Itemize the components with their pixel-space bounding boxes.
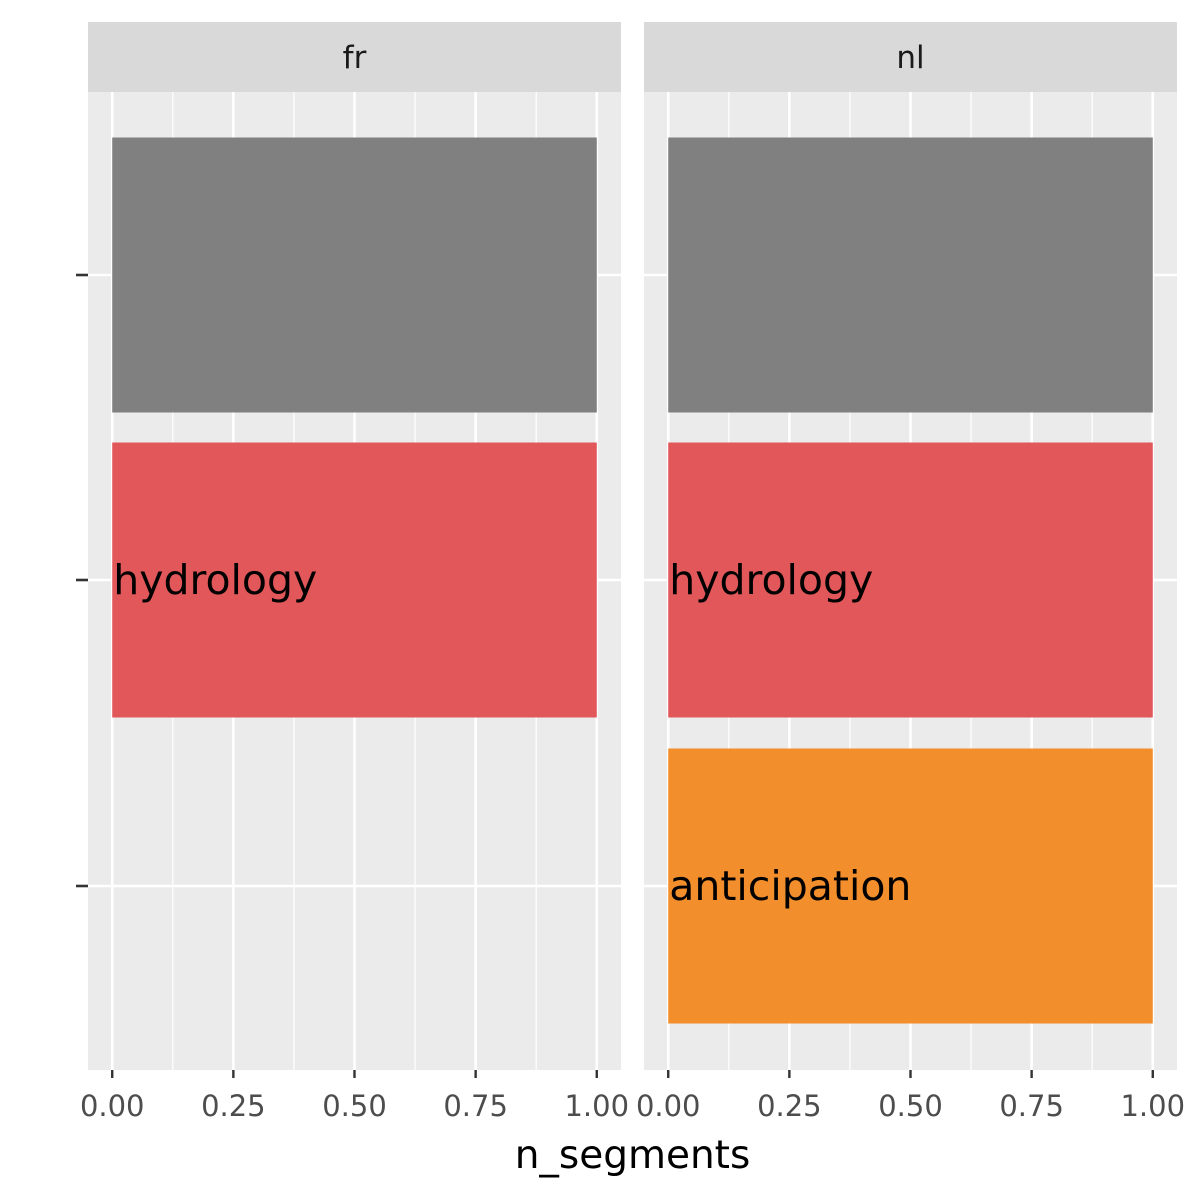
facet-strip-label: fr bbox=[343, 40, 367, 76]
y-axis bbox=[76, 273, 88, 888]
facet-strip bbox=[644, 22, 1177, 92]
bar bbox=[112, 137, 597, 413]
x-tick-label: 0.00 bbox=[80, 1089, 145, 1123]
facet-strip-label: nl bbox=[896, 40, 924, 76]
x-tick-label: 0.50 bbox=[878, 1089, 943, 1123]
facet-panels: fr hydrology 0.00 0.25 0.50 0.75 1.00 nl hydrolo… bbox=[80, 22, 1185, 1123]
x-tick-label: 0.75 bbox=[999, 1089, 1064, 1123]
x-tick-label: 0.00 bbox=[636, 1089, 701, 1123]
facet-strip bbox=[88, 22, 621, 92]
bar-label: hydrology bbox=[113, 556, 317, 604]
bar-label: hydrology bbox=[669, 556, 873, 604]
bar-label: anticipation bbox=[669, 862, 911, 910]
bar bbox=[668, 442, 1153, 718]
facet-panel-nl: nl hydrology anticipation 0.00 0.25 0.50 0.75 1… bbox=[636, 22, 1185, 1123]
x-tick-label: 1.00 bbox=[1120, 1089, 1185, 1123]
bar bbox=[112, 442, 597, 718]
x-tick-label: 0.50 bbox=[322, 1089, 387, 1123]
bar bbox=[668, 748, 1153, 1024]
x-tick-label: 0.75 bbox=[443, 1089, 508, 1123]
bar bbox=[668, 137, 1153, 413]
facet-panel-fr: fr hydrology 0.00 0.25 0.50 0.75 1.00 bbox=[80, 22, 629, 1123]
x-tick-label: 1.00 bbox=[564, 1089, 629, 1123]
x-tick-label: 0.25 bbox=[201, 1089, 266, 1123]
x-axis-title: n_segments bbox=[515, 1133, 751, 1178]
x-tick-label: 0.25 bbox=[757, 1089, 822, 1123]
